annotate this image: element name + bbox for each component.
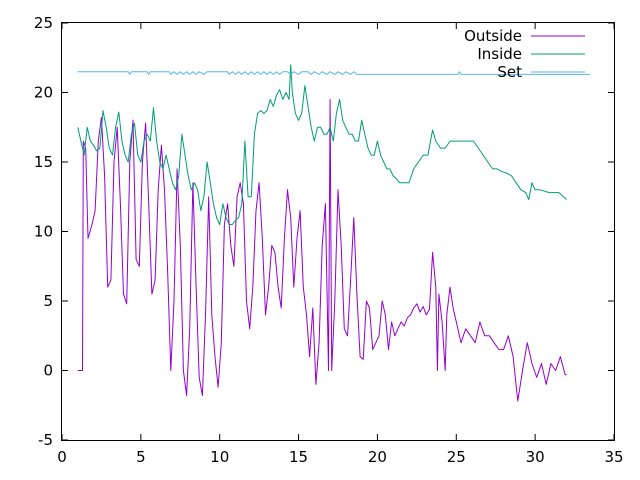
series-line-outside — [77, 98, 567, 402]
x-tick-label: 20 — [368, 448, 387, 466]
y-tick-label: 20 — [34, 84, 53, 102]
x-tick-label: 30 — [526, 448, 545, 466]
legend-label-inside: Inside — [477, 45, 522, 63]
legend-label-set: Set — [497, 63, 522, 81]
x-tick-label: 5 — [136, 448, 146, 466]
y-tick-label: -5 — [38, 431, 53, 449]
y-tick-label: 15 — [34, 153, 53, 171]
series-layer — [77, 64, 591, 402]
x-tick-label: 10 — [210, 448, 229, 466]
series-line-set — [77, 71, 591, 75]
x-tick-label: 15 — [289, 448, 308, 466]
series-line-inside — [77, 64, 568, 225]
y-axis: -5 0 5 10 15 20 25 — [34, 14, 614, 449]
y-tick-label: 25 — [34, 14, 53, 32]
x-tick-label: 35 — [604, 448, 623, 466]
y-tick-label: 0 — [43, 362, 53, 380]
y-tick-label: 5 — [43, 292, 53, 310]
y-tick-label: 10 — [34, 223, 53, 241]
legend-label-outside: Outside — [464, 27, 522, 45]
x-tick-label: 0 — [57, 448, 67, 466]
plot-frame — [61, 22, 615, 441]
x-tick-label: 25 — [447, 448, 466, 466]
x-axis: 0 5 10 15 20 25 30 35 — [57, 23, 624, 466]
